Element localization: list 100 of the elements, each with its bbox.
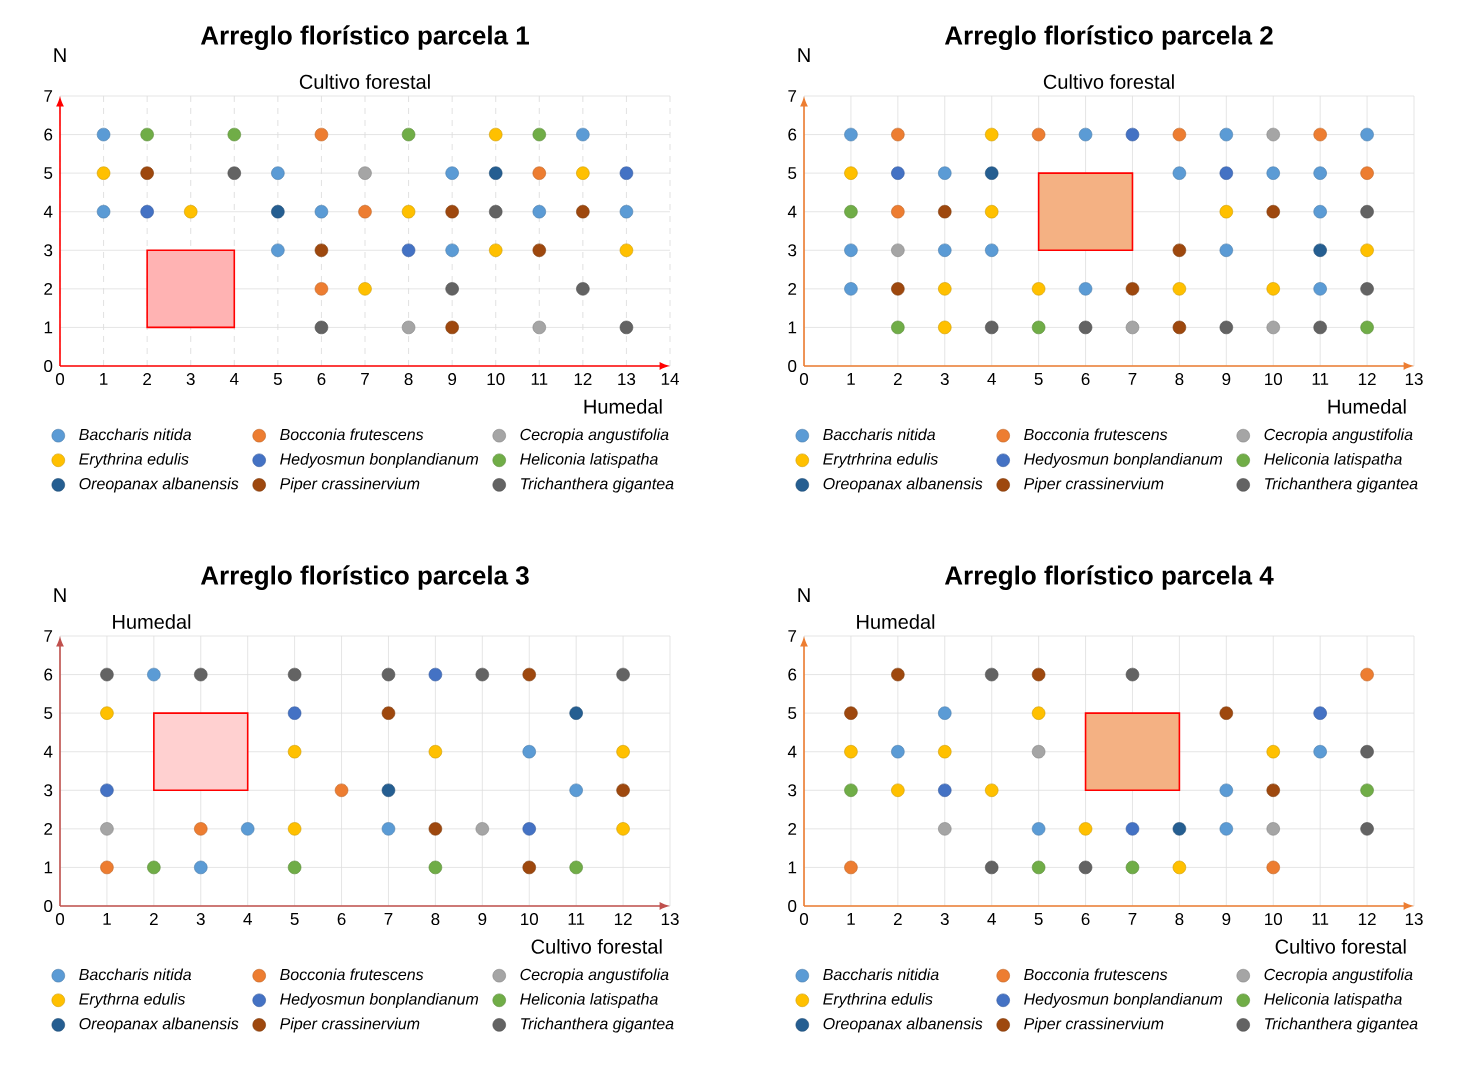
point — [576, 205, 590, 219]
point — [844, 860, 858, 875]
point — [985, 127, 999, 142]
y-tick-label: 4 — [43, 745, 53, 758]
x-tick-label: 5 — [290, 913, 299, 925]
x-axis-title: Cultivo forestal — [531, 939, 662, 954]
x-tick-label: 11 — [1312, 913, 1329, 925]
x-tick-label: 3 — [186, 373, 195, 386]
point — [891, 127, 905, 142]
x-tick-label: 7 — [384, 913, 393, 925]
point — [381, 822, 396, 836]
point — [891, 166, 905, 180]
point — [569, 783, 583, 797]
point — [475, 667, 490, 682]
point — [1125, 860, 1140, 875]
point — [891, 783, 905, 797]
point — [1125, 127, 1140, 142]
chart-title: Arreglo florístico parcela 2 — [944, 25, 1273, 50]
x-tick-label: 5 — [273, 373, 282, 385]
point — [1078, 320, 1093, 335]
point — [985, 860, 999, 875]
point — [401, 243, 416, 257]
legend-label: Trichanthera gigantea — [1265, 477, 1418, 493]
chart-title: Arreglo florístico parcela 4 — [944, 565, 1274, 590]
legend-label: Baccharis nitidia — [823, 968, 939, 981]
point — [844, 243, 858, 257]
point — [194, 860, 208, 875]
y-tick-label: 2 — [788, 282, 797, 295]
point — [576, 282, 590, 296]
point — [576, 127, 590, 142]
point — [381, 706, 396, 720]
point — [532, 205, 546, 219]
y-tick-label: 0 — [44, 899, 53, 913]
x-tick-label: 13 — [661, 913, 679, 926]
point — [1266, 282, 1280, 296]
point — [358, 166, 372, 180]
point — [1078, 860, 1093, 875]
point — [1313, 205, 1327, 219]
point — [1266, 320, 1280, 335]
legend-label: Bocconia frutescens — [1024, 968, 1168, 981]
x-tick-label: 6 — [1081, 913, 1090, 926]
point — [100, 783, 114, 797]
point — [287, 667, 302, 682]
point — [1266, 127, 1280, 142]
legend-label: Baccharis nitida — [79, 968, 192, 981]
y-tick-label: 3 — [788, 784, 797, 797]
legend-label: Hedyosmun bonplandianum — [280, 452, 479, 468]
legend-label: Hedyosmun bonplandianum — [1024, 452, 1223, 468]
point — [96, 205, 111, 219]
x-tick-label: 12 — [1358, 373, 1376, 385]
x-tick-label: 2 — [143, 373, 152, 385]
point — [1313, 282, 1327, 296]
point — [194, 667, 208, 682]
point — [522, 745, 536, 759]
point — [381, 783, 396, 797]
point — [401, 320, 416, 335]
point — [1172, 282, 1187, 296]
point — [1360, 320, 1374, 335]
point — [271, 166, 285, 180]
y-tick-label: 4 — [787, 745, 797, 758]
x-tick-label: 10 — [1265, 373, 1283, 386]
legend-label: Cecropia angustifolia — [520, 968, 669, 984]
point — [334, 783, 349, 797]
y-tick-label: 3 — [788, 244, 797, 257]
x-tick-label: 1 — [100, 373, 108, 385]
point — [938, 783, 952, 797]
point — [358, 282, 372, 296]
y-tick-label: 7 — [44, 90, 53, 102]
point — [100, 706, 114, 720]
point — [891, 243, 905, 257]
point — [1172, 127, 1187, 142]
point — [1031, 127, 1046, 142]
point — [287, 706, 302, 720]
point — [140, 205, 154, 219]
point — [985, 166, 999, 180]
point — [844, 127, 858, 142]
y-tick-label: 0 — [788, 899, 797, 913]
point — [489, 166, 503, 180]
text: Humedal — [857, 614, 935, 629]
legend-label: Bocconia frutescens — [280, 428, 424, 441]
legend-label: Trichanthera gigantea — [1265, 1017, 1418, 1033]
point — [314, 243, 329, 257]
point — [891, 282, 905, 296]
x-tick-label: 10 — [521, 913, 539, 926]
point — [1031, 282, 1046, 296]
y-tick-label: 6 — [788, 668, 797, 681]
point — [985, 320, 999, 335]
point — [1360, 282, 1374, 296]
legend-label: Cecropia angustifolia — [1264, 428, 1413, 444]
point — [1031, 706, 1046, 720]
point — [985, 243, 999, 257]
legend-label: Heliconia latispatha — [1264, 992, 1402, 1008]
point — [1219, 320, 1234, 335]
point — [1031, 320, 1046, 335]
legend-label: Erytrhrina edulis — [823, 452, 938, 468]
point — [147, 667, 161, 682]
y-tick-label: 5 — [788, 167, 797, 180]
point — [985, 205, 999, 219]
point — [1219, 127, 1234, 142]
x-tick-label: 2 — [893, 913, 902, 925]
